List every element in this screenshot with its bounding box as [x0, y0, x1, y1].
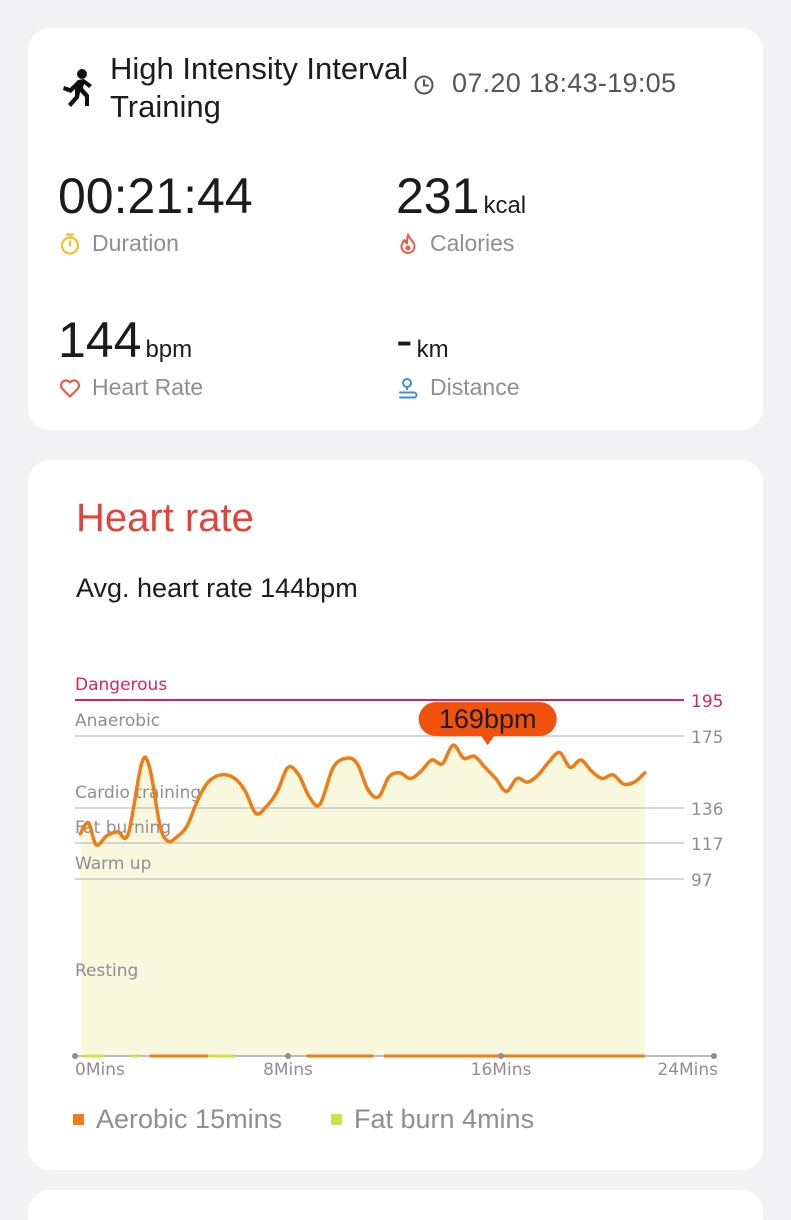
peak-callout-bubble	[418, 702, 557, 737]
calories-value: 231	[396, 168, 480, 224]
peak-callout-label: 169bpm	[439, 704, 537, 734]
heart-rate-chart: 195 Dangerous 175 Anaerobic 136 Cardio traini…	[72, 675, 723, 1080]
x-tick-dot-3	[711, 1053, 717, 1059]
next-card-peek	[28, 1190, 763, 1220]
zone-name-fat-burning: Fat burning	[75, 818, 171, 838]
heart-icon	[59, 378, 81, 398]
legend-fat-burn-label: Fat burn 4mins	[354, 1104, 535, 1134]
peak-callout-pointer	[480, 735, 495, 746]
legend-fat-burn-swatch	[331, 1114, 342, 1125]
heart-rate-card: Heart rate Avg. heart rate 144bpm 195 Dan…	[28, 460, 763, 1170]
stopwatch-icon	[60, 232, 80, 255]
zone-name-warm-up: Warm up	[75, 854, 151, 874]
distance-label: Distance	[430, 374, 520, 400]
calories-stat: 231 kcal Calories	[396, 168, 526, 257]
workout-summary-card: High Intensity Interval Training 07.20 1…	[28, 28, 763, 430]
legend-aerobic-label: Aerobic 15mins	[96, 1104, 283, 1134]
distance-unit: km	[416, 336, 449, 363]
x-tick-dot-1	[285, 1053, 291, 1059]
flame-icon	[400, 233, 416, 254]
zone-threshold-anaerobic: 175	[691, 728, 723, 748]
x-tick-label-3: 24Mins	[657, 1060, 718, 1080]
zone-threshold-fat-burning: 117	[691, 835, 723, 855]
heart-rate-label: Heart Rate	[92, 374, 204, 400]
x-tick-dot-0	[72, 1053, 78, 1059]
heart-rate-area	[80, 745, 645, 1056]
clock-icon	[414, 75, 434, 95]
distance-value: -	[396, 312, 413, 368]
legend-aerobic: Aerobic 15mins	[73, 1104, 282, 1135]
zone-threshold-warm-up: 97	[691, 871, 713, 891]
heart-rate-value: 144	[58, 312, 142, 368]
x-tick-dot-2	[498, 1053, 504, 1059]
x-tick-label-2: 16Mins	[471, 1060, 532, 1080]
calories-unit: kcal	[483, 192, 527, 219]
zone-name-resting: Resting	[75, 961, 138, 981]
legend-aerobic-swatch	[73, 1114, 84, 1125]
duration-stat: 00:21:44 Duration	[58, 168, 257, 257]
x-tick-label-0: 0Mins	[75, 1060, 125, 1080]
heart-rate-title: Heart rate	[76, 496, 254, 540]
legend-fat-burn: Fat burn 4mins	[331, 1104, 534, 1135]
zone-name-anaerobic: Anaerobic	[75, 711, 160, 731]
distance-stat: - km Distance	[396, 312, 519, 401]
running-person-icon	[63, 69, 92, 107]
zone-name-cardio-training: Cardio training	[75, 783, 201, 803]
zone-threshold-cardio-training: 136	[691, 800, 723, 820]
zone-name-dangerous: Dangerous	[75, 675, 167, 695]
duration-label: Duration	[92, 230, 179, 256]
workout-time-range: 07.20 18:43-19:05	[452, 68, 677, 98]
heart-rate-stat: 144 bpm Heart Rate	[58, 312, 203, 401]
heart-rate-line	[78, 743, 647, 847]
heart-rate-unit: bpm	[145, 336, 193, 363]
zone-threshold-dangerous: 195	[691, 692, 723, 712]
average-heart-rate: Avg. heart rate 144bpm	[76, 573, 358, 603]
workout-title: High Intensity Interval Training	[110, 51, 409, 124]
x-tick-label-1: 8Mins	[263, 1060, 313, 1080]
calories-label: Calories	[430, 230, 515, 256]
route-pin-icon	[399, 377, 418, 398]
duration-value: 00:21:44	[58, 168, 253, 224]
